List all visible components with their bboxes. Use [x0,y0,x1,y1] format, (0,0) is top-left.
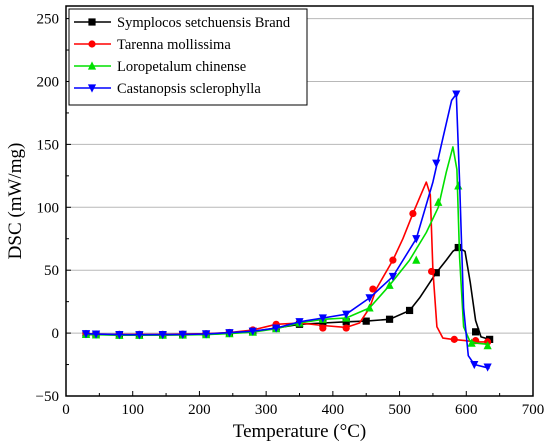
series-layer [81,90,494,372]
data-point-triangle-down [318,314,327,323]
data-point-circle [427,267,436,276]
data-point-triangle-down [135,331,144,340]
legend-label: Loropetalum chinense [117,59,246,75]
data-point-triangle-down [452,90,461,99]
legend-entry: Symplocos setchuensis Brand [74,15,291,31]
data-point-triangle-down [365,294,374,303]
data-point-square [405,306,414,315]
data-point-triangle-up [454,181,463,190]
data-point-triangle-up [385,280,394,289]
data-point-square [432,269,440,277]
data-point-triangle-up [412,255,421,264]
data-point-triangle-down [115,331,124,340]
y-tick-label: 50 [44,263,59,279]
data-point-circle [88,40,96,48]
data-point-square [319,319,327,327]
x-tick-label: 600 [455,402,478,418]
legend-label: Tarenna mollissima [117,37,231,53]
x-tick-label: 0 [62,402,70,418]
data-point-square [342,318,350,326]
data-point-triangle-down [202,330,211,339]
data-point-circle [389,256,397,264]
data-point-triangle-up [365,303,374,312]
data-point-circle [450,335,458,343]
data-point-triangle-down [388,272,397,282]
y-tick-label: −50 [36,389,59,405]
series-2 [82,181,492,346]
legend-label: Symplocos setchuensis Brand [117,15,291,31]
x-tick-label: 200 [188,402,211,418]
series-1 [82,243,494,343]
data-point-triangle-down [295,318,304,327]
legend-label: Castanopsis sclerophylla [117,81,261,97]
data-point-triangle-up [483,341,492,350]
x-axis-label: Temperature (°C) [233,421,366,442]
y-tick-label: 200 [37,74,60,90]
series-4 [81,90,492,372]
series-line [85,93,490,370]
data-point-triangle-down [248,327,257,336]
data-point-triangle-down [470,360,479,370]
data-point-square [385,315,394,323]
x-tick-label: 400 [322,402,345,418]
data-point-triangle-down [81,330,91,339]
legend-entry: Loropetalum chinense [74,59,246,75]
data-point-square [472,328,480,336]
data-point-triangle-down [87,84,97,93]
legend-entry: Tarenna mollissima [74,37,231,53]
plot-frame [65,5,534,397]
data-point-triangle-down [483,363,492,372]
series-line [85,181,490,343]
x-tick-label: 700 [522,402,545,418]
y-tick-label: 0 [52,326,60,342]
data-point-triangle-down [272,324,281,333]
x-tick-label: 100 [121,402,144,418]
data-point-square [88,18,96,26]
x-tick-label: 300 [255,402,278,418]
data-point-triangle-down [412,235,421,244]
data-point-triangle-down [342,310,351,319]
x-tick-label: 500 [388,402,411,418]
series-line [85,146,490,346]
y-tick-label: 150 [37,137,60,153]
data-point-square [362,317,370,325]
y-tick-label: 250 [37,12,60,28]
data-point-triangle-up [87,61,97,70]
data-point-triangle-down [178,330,187,339]
data-point-circle [319,324,327,332]
data-point-triangle-up [434,197,443,206]
legend: Symplocos setchuensis Brand Tarenna molli… [68,8,308,106]
y-tick-label: 100 [37,200,60,216]
data-point-triangle-up [467,338,476,347]
data-point-square [454,243,462,252]
data-point-circle [369,285,377,293]
data-point-triangle-down [158,331,167,340]
legend-entry: Castanopsis sclerophylla [74,81,261,97]
y-axis-label: DSC (mW/mg) [5,143,26,260]
data-point-triangle-down [91,330,101,339]
data-point-circle [342,324,350,332]
data-point-circle [409,209,417,218]
legend-box [68,8,308,106]
series-3 [81,146,492,350]
data-point-triangle-down [432,159,441,168]
data-point-triangle-down [225,329,234,338]
